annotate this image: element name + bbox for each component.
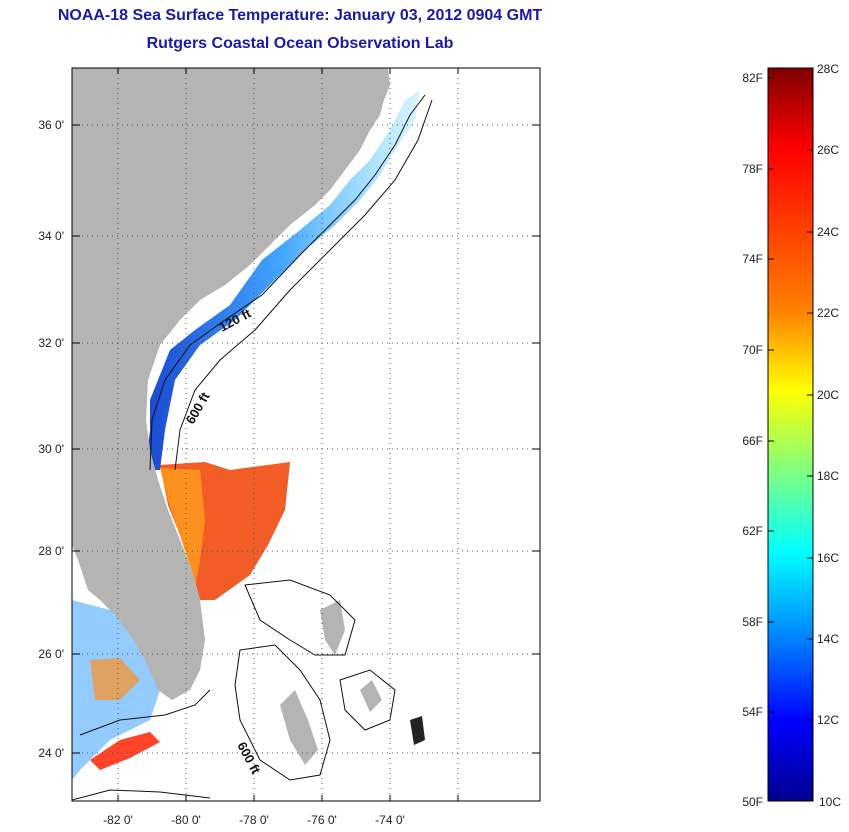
lon-label: -78 0' [239,813,269,827]
bahamas-island-abaco [320,600,345,655]
colorbar-f-label: 54F [742,705,763,719]
colorbar-c-label: 20C [817,388,839,402]
bahamas-island-eleuthera [360,680,382,712]
colorbar-f-label: 70F [742,343,763,357]
lat-label: 30 0' [38,442,64,456]
contour-eastern-bank [339,669,396,731]
colorbar-f-label: 66F [742,434,763,448]
lat-label: 36 0' [38,118,64,132]
us-land [72,68,390,700]
contour-bahamas-bank [244,579,356,656]
colorbar-f-label: 62F [742,524,763,538]
map-title: NOAA-18 Sea Surface Temperature: January… [57,7,543,24]
gulf-warm-patch [90,658,140,700]
map-grid [72,68,540,801]
colorbar-f-label: 58F [742,615,763,629]
colorbar-c-label: 26C [817,143,839,157]
colorbar [767,67,814,802]
florida-keys-warm-water [90,732,160,770]
colorbar-f-label: 82F [742,71,763,85]
map-frame [71,67,541,802]
colorbar-c-label: 18C [817,469,839,483]
lon-label: -80 0' [171,813,201,827]
contour-great-bahama-bank [234,644,331,781]
contour-keys [79,689,211,736]
colorbar-c-label: 28C [817,62,839,76]
lat-label: 28 0' [38,544,64,558]
colorbar-ticks [768,77,813,721]
colorbar-c-label: 10C [819,795,841,809]
contour-120ft [149,94,426,471]
colorbar-c-label: 22C [817,306,839,320]
colorbar-c-label: 24C [817,225,839,239]
lon-label: -74 0' [375,813,405,827]
contour-600ft [174,99,433,471]
cool-shelf-water [145,90,420,470]
map-ticks [72,68,540,801]
lat-label: 26 0' [38,647,64,661]
bahamas-island-small [410,716,425,745]
colorbar-f-label: 50F [742,795,763,809]
lat-label: 32 0' [38,336,64,350]
lat-label: 24 0' [38,746,64,760]
lon-label: -82 0' [103,813,133,827]
colorbar-c-label: 16C [817,551,839,565]
contour-cuba [72,789,211,801]
warm-nearshore-band [160,468,205,590]
lat-label: 34 0' [38,229,64,243]
lon-label: -76 0' [307,813,337,827]
colorbar-f-label: 74F [742,252,763,266]
map-subtitle: Rutgers Coastal Ocean Observation Lab [146,35,454,52]
colorbar-c-label: 12C [817,713,839,727]
colorbar-f-label: 78F [742,162,763,176]
bahamas-island-andros [280,690,318,765]
colorbar-c-label: 14C [817,632,839,646]
